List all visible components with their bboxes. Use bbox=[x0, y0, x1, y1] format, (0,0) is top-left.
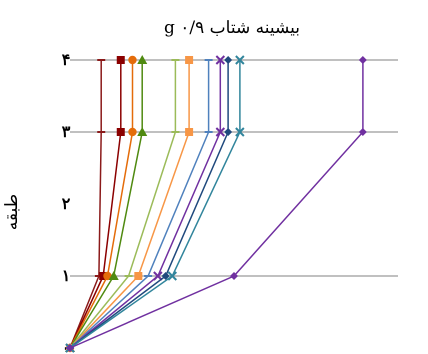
data-point bbox=[153, 271, 163, 281]
data-point bbox=[116, 56, 125, 64]
data-point bbox=[224, 128, 233, 136]
y-tick-label: ۳ bbox=[62, 122, 71, 141]
data-point bbox=[137, 127, 148, 136]
data-point bbox=[103, 271, 112, 281]
series-line bbox=[69, 60, 143, 349]
series-1 bbox=[66, 59, 106, 349]
chart-title: بیشینه شتاب ۰/۹ g bbox=[164, 18, 300, 38]
data-point bbox=[215, 55, 226, 65]
series-line bbox=[69, 60, 222, 349]
data-point bbox=[128, 127, 137, 137]
gridlines bbox=[70, 59, 398, 277]
series-6 bbox=[66, 56, 194, 352]
data-point bbox=[134, 272, 143, 280]
data-point bbox=[358, 128, 367, 136]
series-line bbox=[69, 60, 177, 349]
data-point bbox=[137, 55, 148, 64]
data-point bbox=[358, 56, 367, 64]
series-line bbox=[69, 60, 210, 349]
y-tick-label: ۴ bbox=[62, 50, 71, 69]
series-line bbox=[69, 60, 102, 349]
series-line bbox=[69, 60, 122, 349]
series-line bbox=[69, 60, 134, 349]
series-group bbox=[65, 55, 367, 353]
series-10 bbox=[65, 55, 245, 353]
data-point bbox=[66, 344, 74, 352]
y-tick-labels: ۰۱۲۳۴ bbox=[62, 50, 71, 354]
data-point bbox=[230, 272, 238, 280]
y-tick-label: ۱ bbox=[62, 266, 71, 285]
data-point bbox=[235, 55, 245, 65]
data-point bbox=[99, 272, 108, 280]
data-point bbox=[215, 127, 226, 137]
data-point bbox=[185, 128, 194, 136]
series-line bbox=[69, 60, 364, 349]
data-point bbox=[128, 55, 137, 65]
series-line bbox=[69, 60, 229, 349]
data-point bbox=[185, 56, 194, 64]
y-tick-label: ۲ bbox=[62, 194, 71, 213]
data-point bbox=[167, 271, 178, 281]
series-line bbox=[69, 60, 241, 349]
data-point bbox=[224, 56, 233, 64]
series-4 bbox=[65, 55, 148, 352]
data-point bbox=[161, 272, 170, 280]
data-point bbox=[108, 271, 119, 280]
series-line bbox=[69, 60, 190, 349]
y-axis-label: طبقه bbox=[2, 194, 22, 230]
series-11 bbox=[66, 56, 367, 352]
data-point bbox=[235, 127, 245, 137]
series-8 bbox=[65, 55, 226, 353]
data-point bbox=[116, 128, 125, 136]
